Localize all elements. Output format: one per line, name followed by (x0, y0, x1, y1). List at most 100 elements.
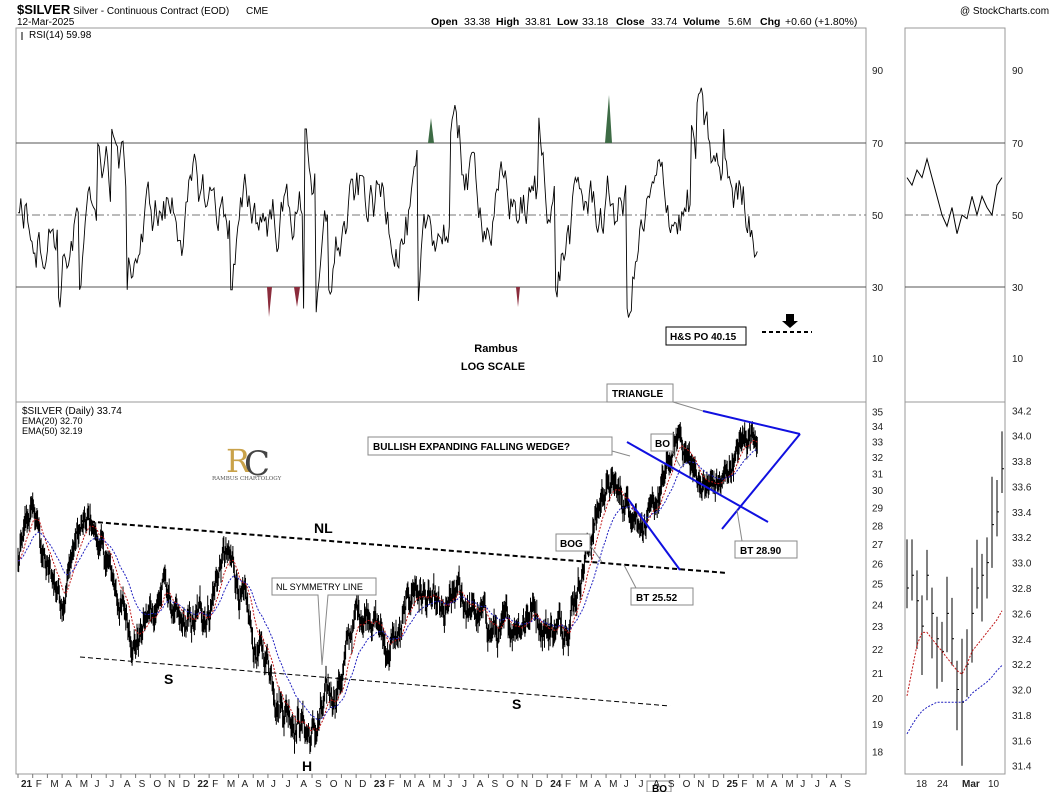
x-tick-4: M (80, 779, 88, 790)
bt1-callout: BT 25.52 (623, 564, 694, 606)
x-tick-37: F (565, 779, 571, 790)
price-tick-33: 33 (872, 437, 884, 448)
rsi-detail-path (906, 156, 1003, 234)
x-tick-31: A (477, 779, 484, 790)
close-value: 33.74 (651, 16, 677, 28)
hs-po-box (665, 326, 747, 346)
detail-tick-33.8: 33.8 (1012, 457, 1032, 468)
detail-tick-32.0: 32.0 (1012, 686, 1032, 697)
x-tick-50: M (756, 779, 764, 790)
price-ohlc-series (17, 421, 758, 754)
detail-tick-33.4: 33.4 (1012, 508, 1032, 519)
x-tick-6: J (109, 779, 114, 790)
x-tick-7: A (124, 779, 131, 790)
x-tick-49: F (741, 779, 747, 790)
x-tick-14: M (227, 779, 235, 790)
bt2-label: BT 28.90 (740, 546, 782, 557)
detail-ohlc-series (906, 431, 1004, 766)
x-tick-56: S (844, 779, 851, 790)
shoulder-line (79, 656, 671, 707)
x-tick-34: N (521, 779, 528, 790)
date-label: 12-Mar-2025 (17, 17, 75, 28)
detail-tick-34.2: 34.2 (1012, 406, 1032, 417)
detail-tick-32.4: 32.4 (1012, 635, 1032, 646)
price-tick-34: 34 (872, 422, 884, 433)
detail-x-tick-1: 24 (937, 779, 949, 790)
wedge-callout: BULLISH EXPANDING FALLING WEDGE? (367, 436, 631, 457)
detail-ema50-line (906, 665, 1003, 735)
x-tick-55: A (830, 779, 837, 790)
detail-tick-31.8: 31.8 (1012, 711, 1032, 722)
x-tick-26: M (403, 779, 411, 790)
price-tick-22: 22 (872, 645, 884, 656)
price-tick-24: 24 (872, 600, 884, 611)
rsi-tick-10: 10 (872, 354, 884, 365)
x-tick-28: M (433, 779, 441, 790)
detail-x-tick-2: Mar (962, 779, 980, 790)
price-y-axis: 18 19 20 21 22 23 24 25 26 27 28 29 30 31 32 33 34 35 (872, 407, 884, 758)
price-tick-18: 18 (872, 748, 884, 759)
price-tick-30: 30 (872, 486, 884, 497)
detail-tick-31.6: 31.6 (1012, 736, 1032, 747)
x-tick-1: F (36, 779, 42, 790)
bt1-label: BT 25.52 (636, 593, 678, 604)
x-tick-10: N (168, 779, 175, 790)
price-tick-23: 23 (872, 622, 884, 633)
x-tick-9: O (153, 779, 161, 790)
detail-tick-32.8: 32.8 (1012, 584, 1032, 595)
price-panel-frame (15, 401, 867, 775)
triangle-label: TRIANGLE (612, 389, 663, 400)
bog-label: BOG (560, 539, 583, 550)
bo-bottom-box (646, 780, 672, 792)
wedge-label: BULLISH EXPANDING FALLING WEDGE? (373, 442, 570, 453)
open-label: Open (431, 16, 458, 28)
rsi-extreme-fills (267, 95, 612, 317)
x-tick-42: J (638, 779, 643, 790)
falling-wedge (626, 441, 769, 571)
detail-tick-31.4: 31.4 (1012, 762, 1032, 773)
x-tick-25: F (389, 779, 395, 790)
x-tick-16: M (256, 779, 264, 790)
rsi-tick-30: 30 (872, 283, 884, 294)
exchange-label: CME (246, 6, 269, 17)
bo-label: BO (655, 439, 670, 450)
price-tick-20: 20 (872, 694, 884, 705)
rsi-path (17, 87, 758, 318)
x-tick-53: J (800, 779, 805, 790)
x-tick-46: N (697, 779, 704, 790)
rsi-tick-50: 50 (872, 211, 884, 222)
bo-callout: BO (650, 433, 681, 467)
low-value: 33.18 (582, 16, 608, 28)
x-tick-32: S (491, 779, 498, 790)
log-scale-label: LOG SCALE (461, 361, 525, 373)
price-tick-27: 27 (872, 540, 884, 551)
detail-tick-34.0: 34.0 (1012, 432, 1032, 443)
ema50-line (18, 449, 758, 721)
volume-value: 5.6M (728, 16, 751, 28)
detail-bars-path (906, 431, 1004, 766)
price-tick-28: 28 (872, 521, 884, 532)
detail-x-axis: 18 24 Mar 10 (916, 779, 1000, 790)
x-tick-29: J (447, 779, 452, 790)
rsi-legend: RSI(14) 59.98 (29, 30, 92, 41)
x-tick-35: D (536, 779, 543, 790)
high-value: 33.81 (525, 16, 551, 28)
stockcharts-watermark: @ StockCharts.com (960, 6, 1049, 17)
x-tick-18: J (286, 779, 291, 790)
x-tick-43: A (653, 779, 660, 790)
detail-x-tick-0: 18 (916, 779, 928, 790)
triangle-callout: TRIANGLE (606, 383, 704, 412)
rsi-series-line (17, 87, 758, 318)
x-tick-33: O (506, 779, 514, 790)
low-label: Low (557, 16, 579, 28)
x-tick-39: A (594, 779, 601, 790)
x-tick-45: O (683, 779, 691, 790)
x-tick-24: 23 (374, 779, 386, 790)
detail-y-axis: 31.4 31.6 31.8 32.0 32.2 32.4 32.6 32.8 33.0 33.2… (1012, 406, 1032, 772)
detail-tick-33.2: 33.2 (1012, 533, 1032, 544)
price-tick-32: 32 (872, 453, 884, 464)
rsi-tick-90: 90 (872, 66, 884, 77)
x-tick-30: J (462, 779, 467, 790)
rsi-detail-series-line (906, 156, 1003, 234)
x-axis: 21 F M A M J J A S O N D 22 F M A M J J A S O N D 23 F M A M J J A S O N D 2… (17, 774, 851, 790)
